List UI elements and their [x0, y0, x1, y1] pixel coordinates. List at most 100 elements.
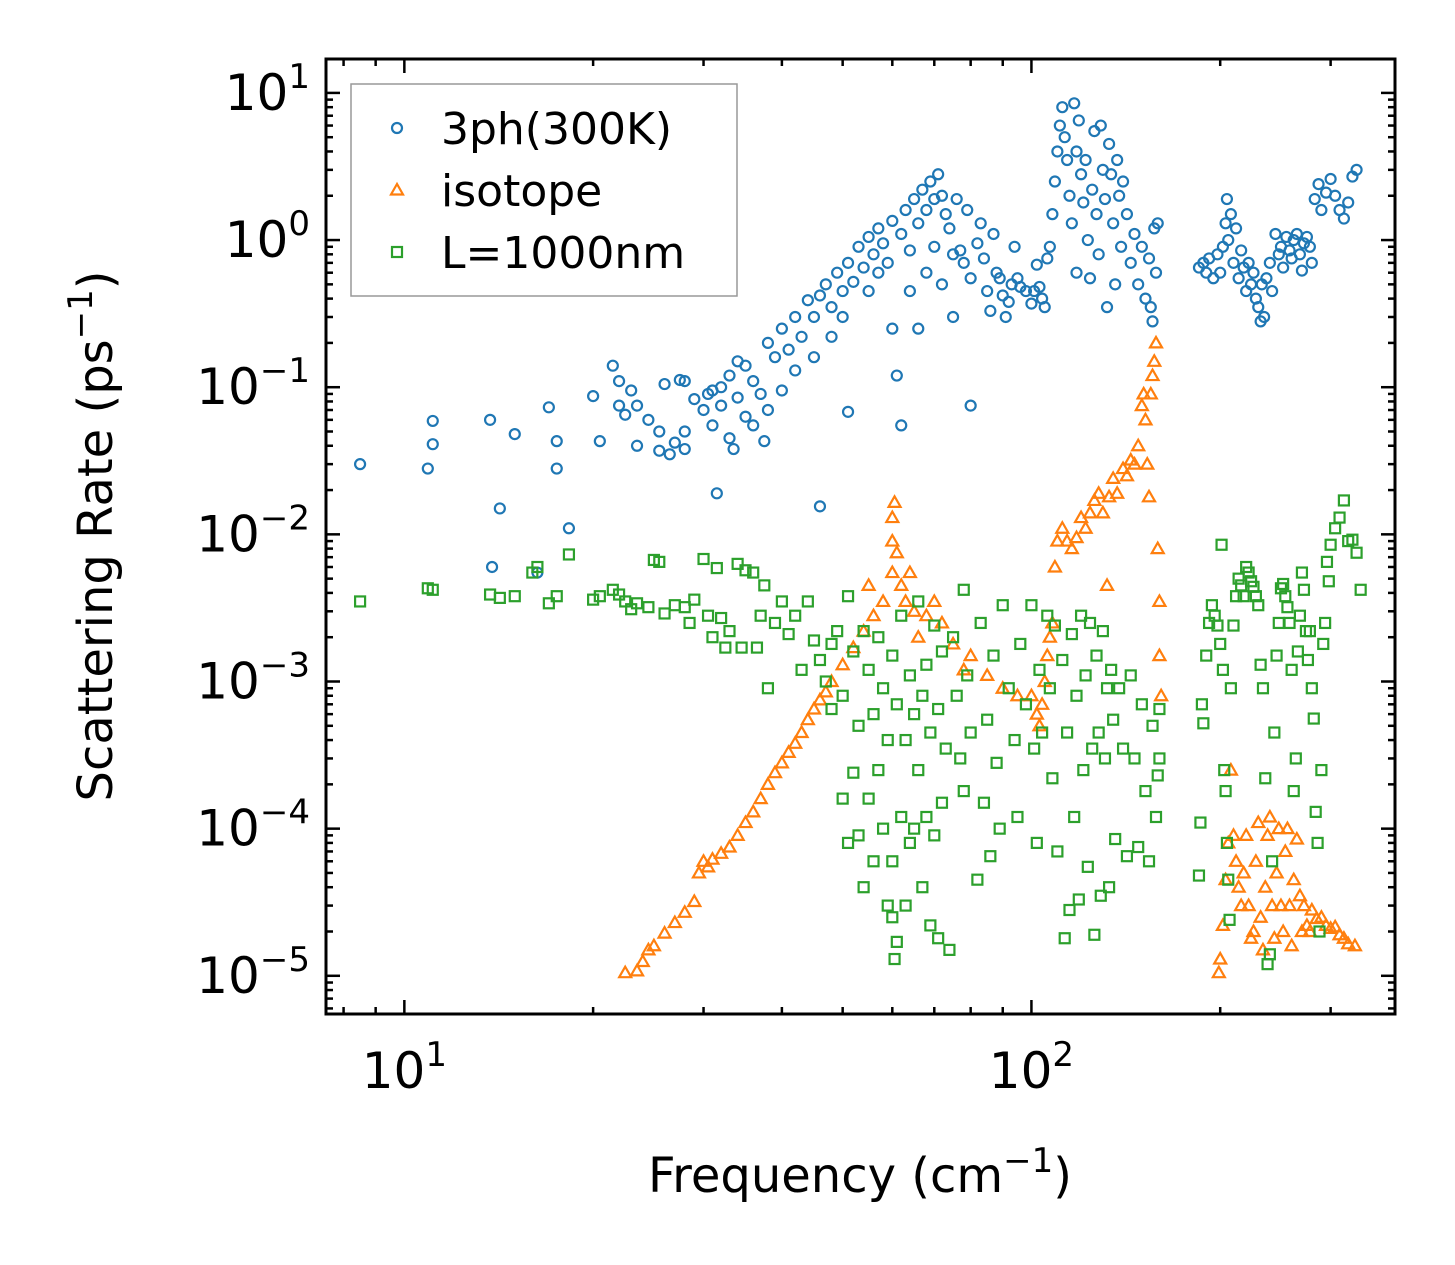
data-point [789, 364, 802, 377]
data-point [920, 658, 933, 671]
data-point [1222, 761, 1239, 776]
data-point [612, 375, 626, 388]
data-point [780, 744, 797, 758]
data-point [825, 702, 838, 716]
data-point [1116, 175, 1130, 188]
data-point [1268, 726, 1281, 739]
data-point [1077, 520, 1094, 534]
data-point [920, 810, 933, 824]
data-point [737, 814, 754, 829]
data-point [1252, 909, 1269, 923]
data-point [768, 616, 782, 630]
data-point [1124, 256, 1137, 269]
data-point [1320, 555, 1334, 568]
data-point [950, 192, 963, 206]
data-point [1277, 843, 1294, 858]
data-point [706, 631, 719, 644]
data-point [508, 590, 521, 603]
data-point [1223, 913, 1236, 926]
data-point [847, 766, 860, 779]
data-point [1337, 212, 1351, 225]
y-tick-label: 100 [225, 204, 310, 269]
data-point [1220, 836, 1234, 850]
data-point [719, 641, 732, 654]
data-point [1242, 256, 1255, 269]
data-point [920, 266, 933, 279]
data-point [1068, 97, 1081, 110]
data-point [884, 532, 901, 547]
data-point [1009, 687, 1026, 702]
data-point [1281, 897, 1298, 912]
data-point [1153, 702, 1166, 716]
data-point [1090, 649, 1103, 662]
data-point [825, 301, 838, 314]
data-point [1083, 272, 1097, 285]
data-point [817, 683, 834, 698]
data-point [1109, 278, 1122, 291]
data-point [1137, 411, 1154, 426]
data-point [1216, 663, 1230, 676]
data-point [977, 252, 991, 265]
data-point [493, 591, 506, 604]
data-point [1336, 930, 1352, 944]
data-point [1259, 772, 1272, 785]
data-point [1307, 712, 1320, 725]
data-point [668, 436, 681, 449]
data-point [1099, 577, 1115, 591]
data-point [1224, 208, 1237, 221]
data-point [1305, 256, 1318, 269]
data-point [1311, 836, 1324, 850]
data-point [834, 656, 851, 671]
data-point [1061, 153, 1074, 167]
data-point [683, 616, 696, 630]
data-point [1043, 682, 1056, 695]
data-point [1086, 183, 1099, 196]
data-point [1149, 266, 1163, 279]
data-point [1019, 284, 1033, 298]
data-point [723, 625, 736, 638]
data-point [1287, 784, 1300, 798]
data-point [836, 792, 849, 805]
data-point [1068, 529, 1085, 544]
data-point [1200, 649, 1213, 662]
data-point [1243, 930, 1259, 944]
y-tick-label: 10−4 [196, 793, 310, 858]
data-point [831, 625, 844, 638]
data-point [1227, 619, 1240, 632]
data-point [1142, 252, 1156, 265]
data-point [1049, 532, 1066, 547]
data-point [1100, 682, 1114, 695]
legend-marker [390, 245, 404, 259]
data-point [1072, 114, 1085, 127]
data-point [697, 403, 710, 417]
data-point [1301, 923, 1318, 938]
data-point [1074, 168, 1088, 181]
data-point [1092, 726, 1105, 739]
data-point [640, 941, 657, 956]
data-point [1081, 860, 1094, 873]
data-point [1313, 909, 1330, 923]
data-point [761, 403, 775, 417]
data-point [943, 222, 956, 235]
data-point [619, 408, 632, 421]
data-point [1109, 485, 1126, 499]
data-point [653, 444, 666, 457]
legend-label: isotope [441, 166, 602, 217]
data-point [1068, 810, 1081, 824]
data-point [939, 208, 952, 221]
data-point [642, 413, 655, 426]
data-point [1115, 240, 1128, 253]
data-point [634, 953, 651, 968]
data-point [857, 625, 870, 638]
data-point [1238, 827, 1255, 841]
data-point [658, 377, 671, 391]
y-axis-label: Scattering Rate (ps−1) [61, 270, 124, 801]
data-point [964, 272, 977, 285]
data-point [1219, 217, 1232, 230]
data-point [897, 593, 914, 608]
data-point [668, 599, 681, 612]
data-point [1043, 240, 1056, 253]
data-point [836, 310, 849, 324]
data-point [1218, 763, 1231, 777]
data-point [924, 175, 937, 188]
